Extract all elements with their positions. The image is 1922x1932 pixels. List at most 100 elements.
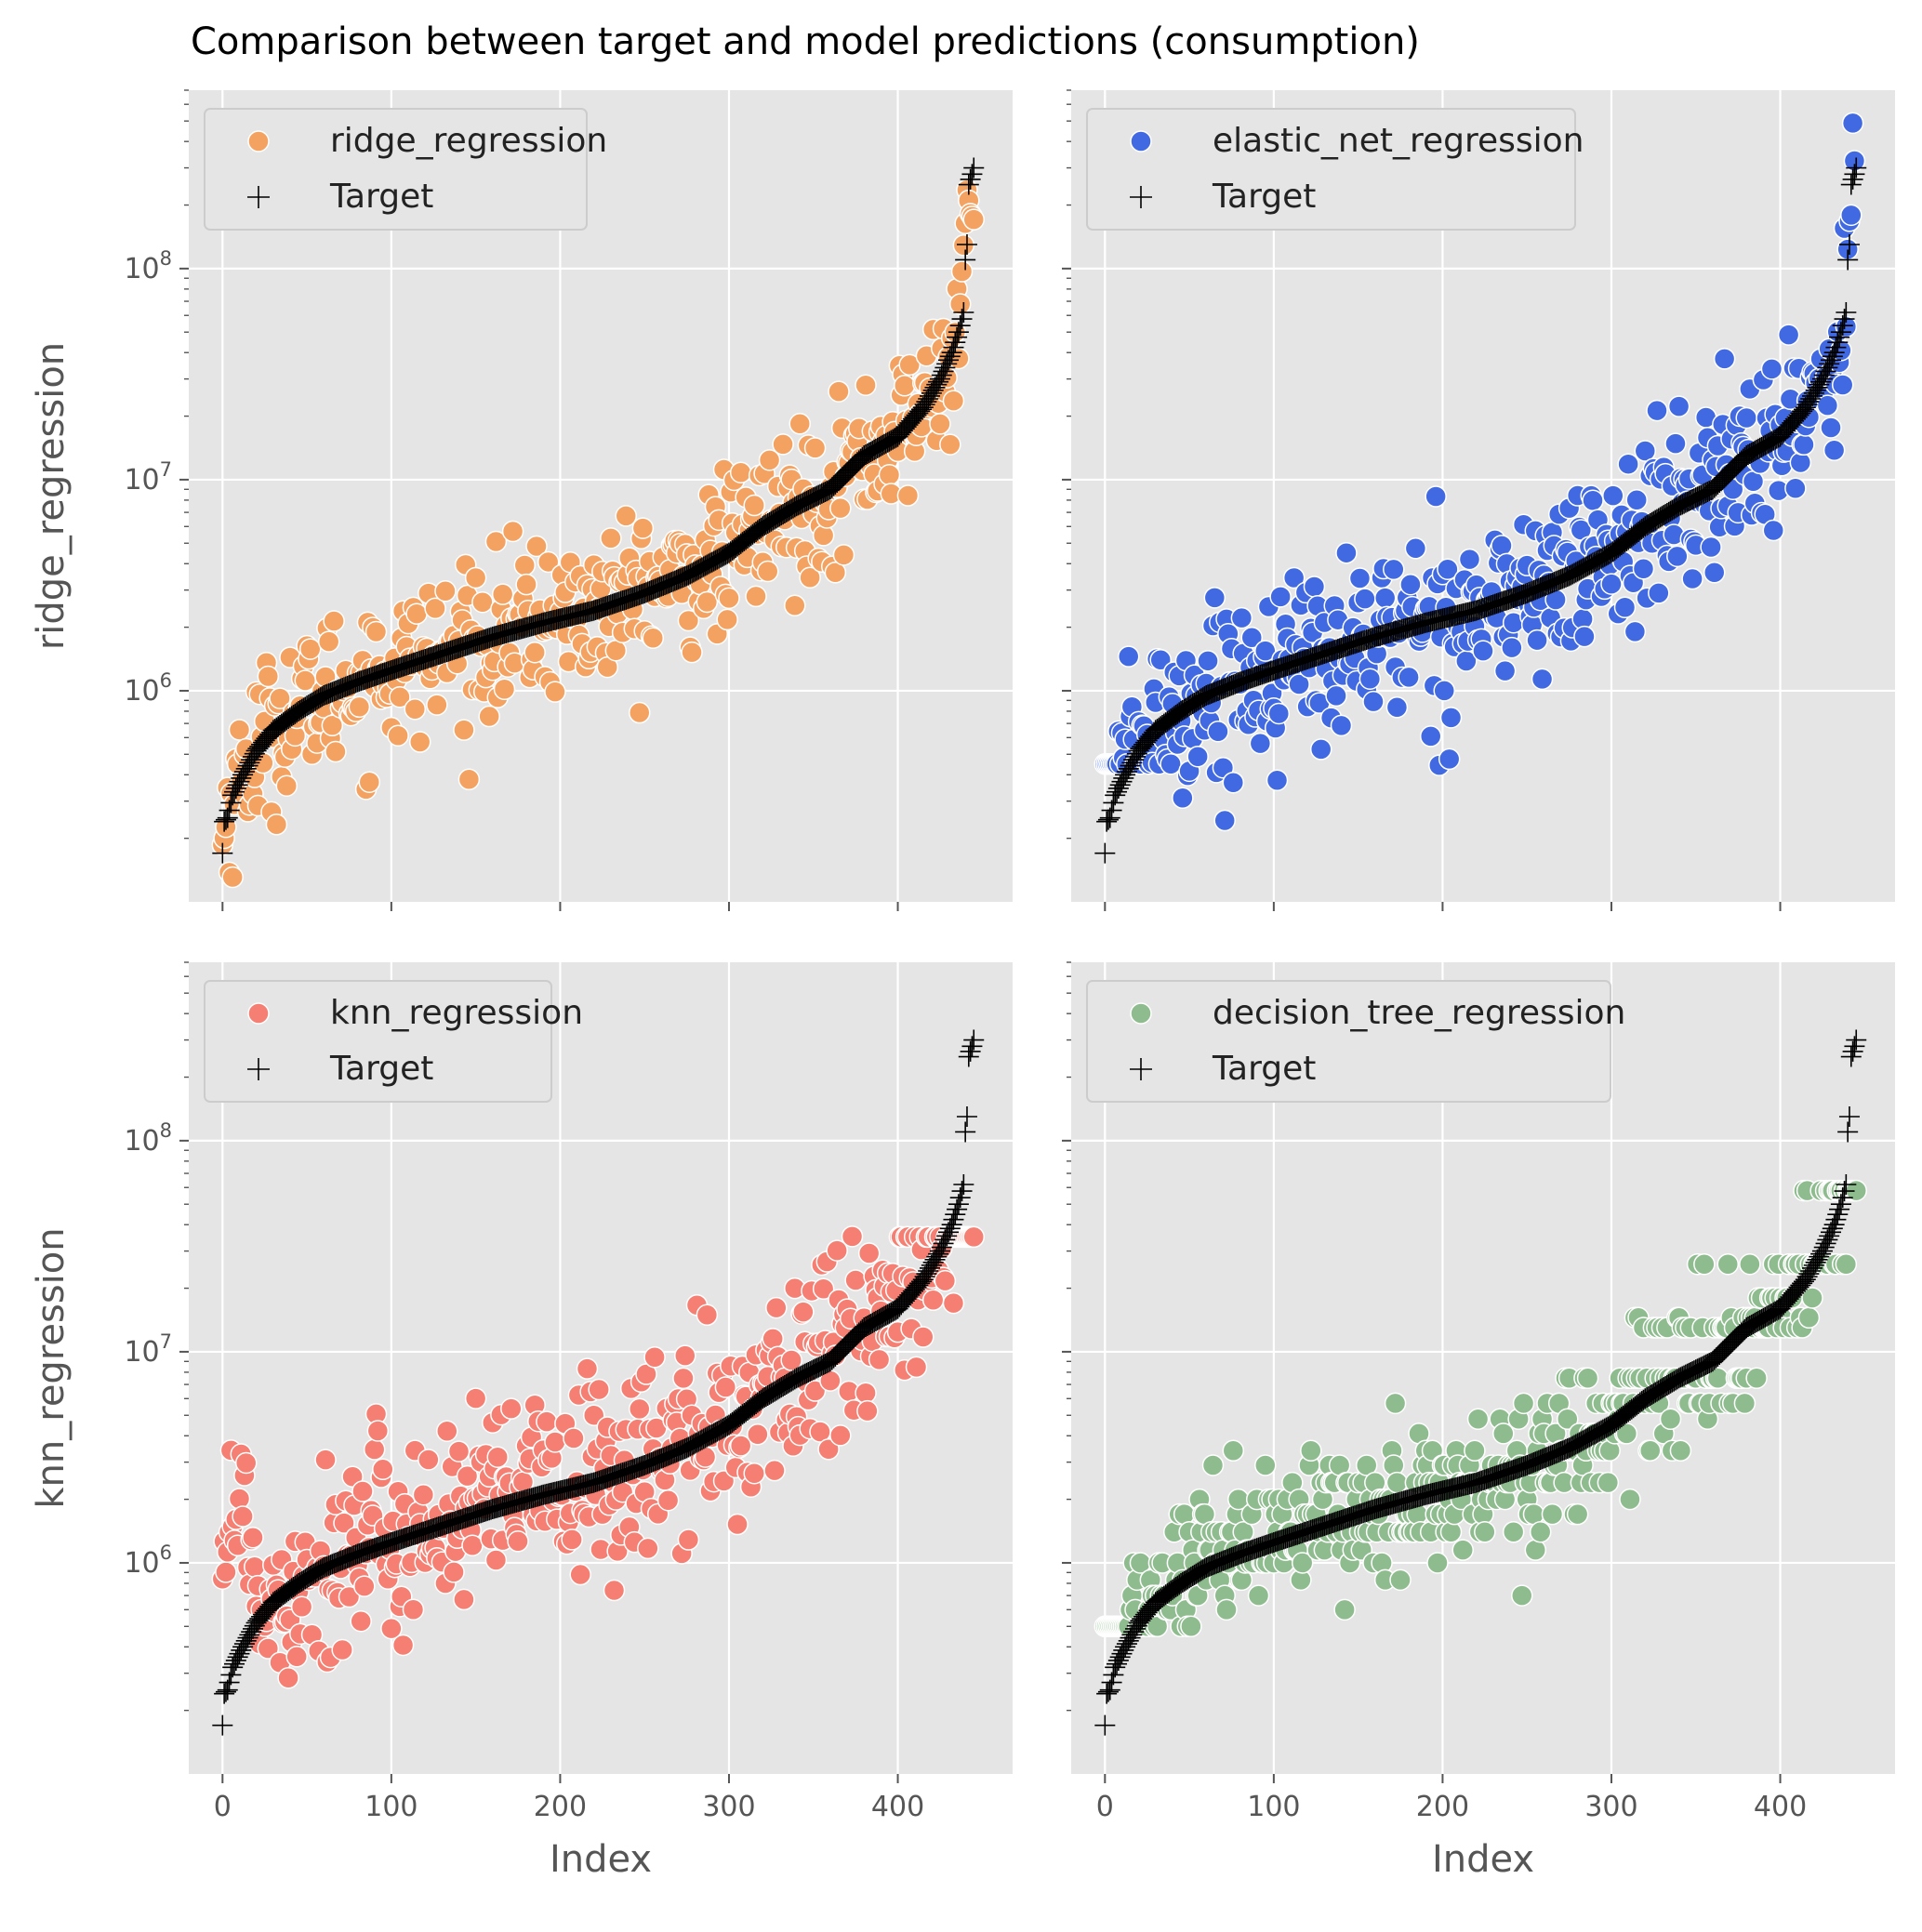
prediction-point — [765, 1296, 788, 1319]
prediction-point — [350, 1609, 372, 1633]
prediction-point — [325, 740, 347, 763]
target-point — [235, 1630, 257, 1651]
prediction-point — [1491, 535, 1513, 557]
target-point — [1116, 761, 1137, 783]
target-point — [963, 157, 985, 179]
prediction-point — [1789, 451, 1812, 474]
prediction-point — [812, 1277, 835, 1301]
prediction-point — [868, 1348, 891, 1371]
prediction-point — [1619, 1488, 1641, 1511]
prediction-point — [1713, 348, 1736, 370]
prediction-point — [817, 1438, 840, 1461]
prediction-point — [792, 1301, 815, 1323]
prediction-point — [1354, 588, 1376, 610]
prediction-point — [484, 530, 508, 553]
prediction-point — [962, 208, 985, 231]
prediction-point — [257, 665, 280, 688]
prediction-point — [1207, 720, 1229, 743]
prediction-point — [1254, 640, 1277, 662]
prediction-point — [1389, 1568, 1412, 1592]
prediction-point — [418, 1449, 440, 1471]
target-point — [1796, 394, 1818, 416]
prediction-point — [1602, 484, 1624, 507]
target-point — [239, 752, 260, 774]
prediction-point — [898, 353, 921, 377]
prediction-point — [275, 774, 298, 797]
prediction-point — [1425, 485, 1447, 508]
prediction-point — [561, 1528, 583, 1551]
prediction-point — [942, 390, 965, 412]
prediction-point — [513, 554, 537, 576]
prediction-point — [1735, 406, 1757, 430]
target-point — [239, 1624, 260, 1646]
target-point — [943, 337, 964, 358]
prediction-point — [789, 413, 811, 435]
prediction-point — [1267, 702, 1291, 725]
prediction-point — [1266, 769, 1289, 791]
prediction-point — [844, 1269, 867, 1291]
prediction-point — [317, 630, 340, 653]
prediction-point — [588, 1378, 610, 1401]
panel-4: 0 100 200 300 400 Index decision_tree_regressi… — [1062, 961, 1895, 1881]
prediction-point — [269, 687, 291, 709]
prediction-point — [772, 433, 794, 456]
prediction-point — [921, 1289, 945, 1312]
prediction-point — [402, 1598, 425, 1621]
target-point — [1827, 332, 1849, 353]
target-point — [1094, 842, 1116, 864]
prediction-point — [515, 573, 537, 596]
prediction-point — [1309, 738, 1332, 761]
prediction-point — [677, 1528, 700, 1551]
prediction-point — [1693, 1252, 1716, 1276]
prediction-point — [1222, 1439, 1245, 1462]
prediction-point — [1700, 536, 1722, 559]
target-point — [1836, 302, 1857, 324]
prediction-point — [464, 1387, 487, 1409]
prediction-point — [1249, 732, 1272, 755]
prediction-point — [950, 260, 974, 283]
target-point — [1842, 168, 1863, 190]
prediction-point — [351, 1480, 374, 1502]
y-tick-label: 107 — [124, 458, 172, 496]
target-point — [1809, 374, 1830, 395]
prediction-point — [1300, 1439, 1322, 1462]
prediction-point — [536, 1410, 558, 1433]
prediction-point — [1222, 771, 1245, 794]
prediction-point — [1667, 395, 1690, 417]
legend-target-label: Target — [329, 178, 433, 216]
target-point — [1840, 174, 1862, 195]
prediction-point — [743, 1462, 765, 1485]
prediction-point — [1511, 1584, 1533, 1607]
target-point — [241, 749, 262, 771]
target-point — [926, 374, 948, 395]
prediction-point — [756, 560, 779, 583]
prediction-point — [1524, 1539, 1547, 1561]
prediction-point — [615, 505, 637, 527]
prediction-point — [1373, 587, 1397, 609]
target-point — [212, 842, 233, 864]
legend: knn_regression Target — [204, 980, 583, 1103]
legend-prediction-label: decision_tree_regression — [1213, 994, 1625, 1032]
target-point — [232, 764, 254, 786]
prediction-point — [464, 566, 487, 589]
prediction-point — [896, 484, 920, 507]
target-point — [1837, 249, 1859, 271]
legend-prediction-label: knn_regression — [330, 994, 583, 1032]
prediction-point — [1149, 648, 1172, 671]
prediction-point — [857, 1242, 881, 1264]
prediction-point — [832, 544, 855, 566]
prediction-point — [232, 1505, 254, 1528]
target-points — [1094, 157, 1867, 864]
prediction-point — [894, 375, 916, 397]
target-point — [233, 761, 255, 783]
prediction-point — [729, 461, 752, 483]
prediction-point — [1117, 645, 1140, 668]
target-points — [212, 1029, 985, 1736]
prediction-point — [456, 1464, 479, 1488]
prediction-point — [353, 1575, 376, 1597]
prediction-point — [826, 1239, 848, 1262]
prediction-point — [257, 1637, 280, 1660]
prediction-point — [1625, 489, 1648, 511]
prediction-point — [1385, 696, 1409, 719]
prediction-point — [348, 695, 371, 719]
